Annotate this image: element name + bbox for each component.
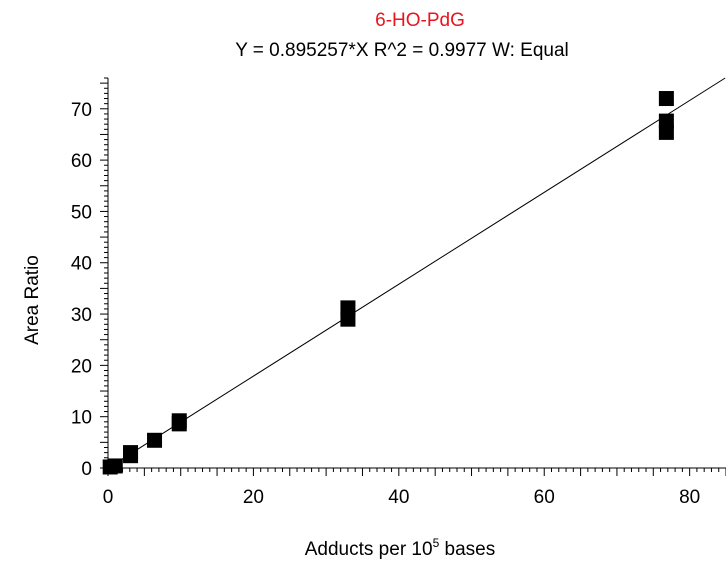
y-tick-label: 40 [71, 254, 92, 275]
x-axis-title-superscript: 5 [433, 536, 440, 550]
y-tick-label: 70 [71, 100, 92, 121]
y-tick-label: 0 [81, 459, 92, 480]
data-point [658, 124, 674, 140]
x-tick-label: 60 [534, 487, 555, 508]
x-axis-title-suffix: bases [439, 539, 495, 560]
x-tick-label: 80 [679, 487, 700, 508]
y-axis-title: Area Ratio [22, 255, 43, 345]
data-point [340, 300, 356, 316]
data-point [658, 91, 674, 107]
data-point [340, 311, 356, 327]
data-point [123, 445, 139, 461]
y-tick-label: 30 [71, 305, 92, 326]
data-point [171, 413, 187, 429]
data-point [107, 458, 123, 474]
x-axis-title: Adducts per 105 bases [305, 536, 495, 560]
x-tick-label: 20 [243, 487, 264, 508]
axes: 0 20 40 60 80 0 10 20 30 40 50 60 70 [71, 77, 726, 508]
y-tick-label: 60 [71, 151, 92, 172]
chart-subtitle: Y = 0.895257*X R^2 = 0.9977 W: Equal [235, 40, 569, 61]
y-tick-label: 50 [71, 202, 92, 223]
x-tick-label: 0 [103, 487, 114, 508]
chart-title: 6-HO-PdG [375, 10, 465, 31]
x-tick-label: 40 [388, 487, 409, 508]
data-point [658, 113, 674, 129]
data-point [147, 432, 163, 448]
fit-line-group [107, 77, 726, 469]
y-tick-label: 10 [71, 408, 92, 429]
y-tick-label: 20 [71, 356, 92, 377]
x-axis-title-main: Adducts per 10 [305, 539, 433, 560]
fit-line [107, 77, 726, 469]
data-points [102, 91, 674, 475]
